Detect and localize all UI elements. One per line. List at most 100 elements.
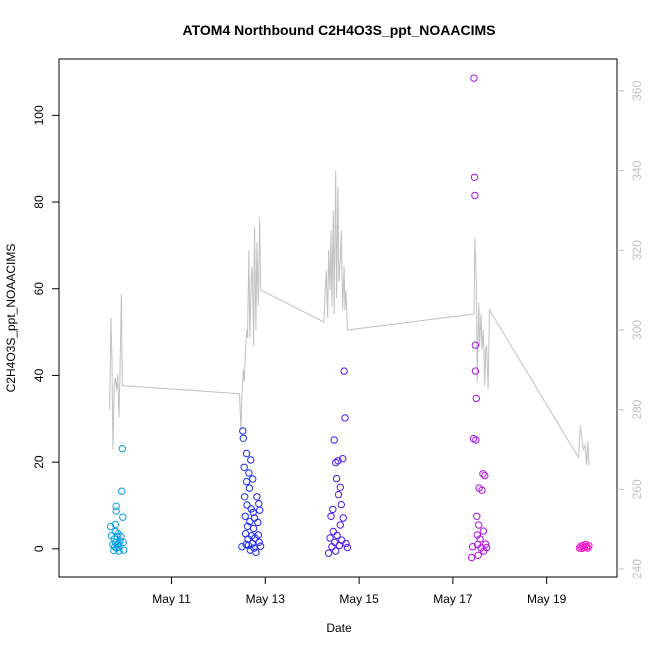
data-point: [473, 512, 481, 520]
data-point: [476, 535, 484, 543]
data-point: [252, 548, 260, 556]
x-tick-label: May 13: [246, 592, 286, 606]
data-point: [474, 551, 482, 559]
y-tick-label: 100: [32, 105, 46, 125]
grey-line-series: [109, 170, 590, 466]
data-point: [241, 512, 249, 520]
plot-frame: [58, 58, 618, 578]
data-point: [247, 505, 256, 513]
secondary-y-axis: 240 260 280 300 320 340 360: [617, 81, 644, 579]
data-point: [329, 527, 337, 536]
data-point: [112, 502, 120, 510]
data-point: [245, 484, 254, 492]
data-point: [250, 544, 258, 552]
data-point: [116, 537, 124, 545]
data-point: [333, 531, 341, 540]
data-point: [246, 517, 254, 526]
data-point: [247, 456, 255, 464]
data-point: [243, 501, 251, 509]
line-series: [109, 170, 590, 466]
scatter-points: [106, 74, 593, 562]
data-point: [253, 493, 261, 501]
x-axis: May 11 May 13 May 15 May 17 May 19: [152, 577, 567, 606]
data-point: [475, 521, 483, 529]
data-point: [241, 493, 249, 501]
data-point: [470, 173, 479, 182]
y2-tick-label: 260: [630, 479, 644, 499]
data-point: [106, 523, 115, 531]
y2-tick-label: 340: [630, 160, 644, 180]
data-point: [467, 553, 476, 562]
data-point: [330, 436, 338, 444]
data-point: [120, 546, 128, 554]
y-tick-label: 20: [32, 455, 46, 469]
data-point: [336, 483, 344, 491]
data-point: [115, 547, 123, 555]
data-point: [471, 341, 480, 349]
y-tick-label: 40: [32, 368, 46, 382]
data-point: [472, 436, 480, 444]
data-point: [482, 543, 491, 552]
data-point: [118, 487, 126, 495]
data-point: [249, 508, 257, 517]
y-axis: 0 20 40 60 80 100: [32, 105, 59, 552]
x-tick-label: May 17: [433, 592, 473, 606]
data-point: [585, 542, 593, 550]
y-tick-label: 80: [32, 195, 46, 209]
y-tick-label: 0: [32, 545, 46, 552]
data-point: [479, 470, 487, 478]
data-point: [256, 506, 264, 514]
data-point: [481, 471, 489, 480]
data-point: [255, 500, 263, 508]
data-point: [342, 539, 350, 548]
data-point: [254, 518, 262, 527]
data-point: [478, 486, 486, 494]
y2-tick-label: 360: [630, 81, 644, 101]
data-point: [242, 449, 251, 458]
y2-tick-label: 300: [630, 320, 644, 340]
x-tick-label: May 15: [339, 592, 379, 606]
x-tick-label: May 19: [527, 592, 567, 606]
data-point: [479, 527, 488, 535]
data-point: [256, 542, 265, 550]
data-point: [119, 513, 127, 521]
data-point: [334, 490, 343, 499]
data-point: [337, 500, 345, 509]
y-axis-label: C2H4O3S_ppt_NOAACIMS: [4, 244, 18, 393]
data-point: [326, 534, 334, 542]
data-point: [239, 434, 248, 442]
data-point: [332, 474, 341, 483]
data-point: [327, 512, 335, 520]
y2-tick-label: 320: [630, 240, 644, 260]
data-point: [254, 531, 262, 539]
data-point: [119, 538, 127, 546]
x-axis-label: Date: [326, 621, 352, 635]
y2-tick-label: 240: [630, 559, 644, 579]
data-point: [340, 367, 348, 375]
data-point: [111, 520, 120, 529]
data-point: [240, 463, 248, 471]
data-point: [255, 538, 263, 546]
data-point: [249, 475, 257, 483]
data-point: [249, 524, 258, 533]
data-point: [343, 543, 352, 552]
chart-title: ATOM4 Northbound C2H4O3S_ppt_NOAACIMS: [183, 22, 496, 38]
data-point: [112, 507, 120, 515]
y-tick-label: 60: [32, 282, 46, 296]
y2-tick-label: 280: [630, 399, 644, 419]
data-point: [472, 394, 480, 403]
data-point: [339, 514, 347, 522]
data-point: [339, 455, 347, 463]
data-point: [332, 547, 340, 555]
data-point: [471, 367, 480, 375]
data-point: [324, 549, 333, 557]
data-point: [239, 427, 247, 435]
data-point: [482, 540, 490, 548]
data-point: [471, 191, 479, 200]
data-point: [118, 445, 127, 453]
data-point: [336, 521, 344, 529]
data-point: [245, 469, 253, 477]
data-point: [470, 74, 478, 82]
data-point: [341, 414, 349, 422]
